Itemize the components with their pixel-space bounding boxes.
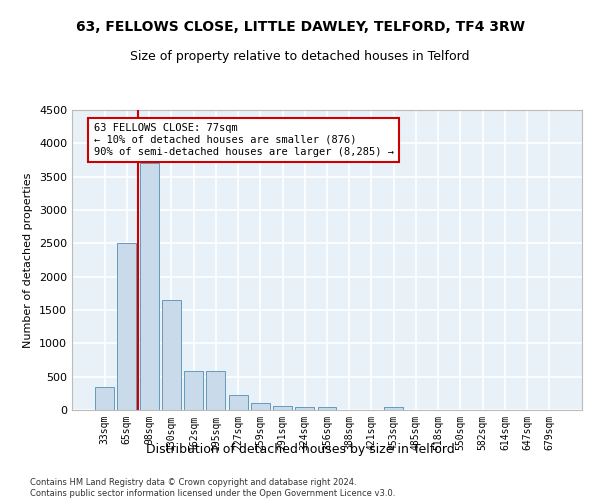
Y-axis label: Number of detached properties: Number of detached properties bbox=[23, 172, 34, 348]
Bar bbox=[184, 372, 203, 410]
Bar bbox=[273, 406, 292, 410]
Bar bbox=[295, 406, 314, 410]
Bar bbox=[229, 396, 248, 410]
Text: Size of property relative to detached houses in Telford: Size of property relative to detached ho… bbox=[130, 50, 470, 63]
Bar bbox=[118, 244, 136, 410]
Bar bbox=[317, 406, 337, 410]
Bar bbox=[251, 402, 270, 410]
Text: Distribution of detached houses by size in Telford: Distribution of detached houses by size … bbox=[146, 442, 454, 456]
Bar bbox=[140, 164, 158, 410]
Bar bbox=[384, 406, 403, 410]
Bar bbox=[206, 372, 225, 410]
Text: 63, FELLOWS CLOSE, LITTLE DAWLEY, TELFORD, TF4 3RW: 63, FELLOWS CLOSE, LITTLE DAWLEY, TELFOR… bbox=[76, 20, 524, 34]
Text: 63 FELLOWS CLOSE: 77sqm
← 10% of detached houses are smaller (876)
90% of semi-d: 63 FELLOWS CLOSE: 77sqm ← 10% of detache… bbox=[94, 124, 394, 156]
Bar bbox=[95, 386, 114, 410]
Bar bbox=[162, 300, 181, 410]
Text: Contains HM Land Registry data © Crown copyright and database right 2024.
Contai: Contains HM Land Registry data © Crown c… bbox=[30, 478, 395, 498]
